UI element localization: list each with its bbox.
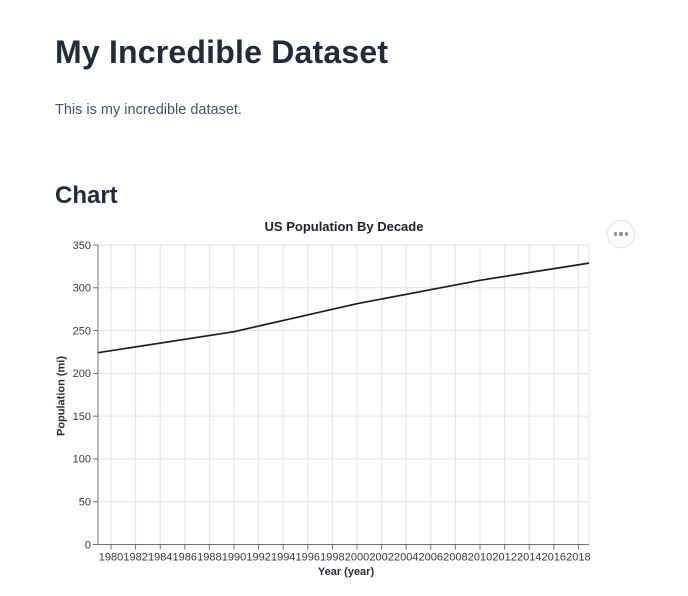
chart-title: US Population By Decade	[265, 219, 424, 234]
x-tick-label: 2002	[369, 552, 393, 564]
x-tick-label: 1994	[271, 552, 295, 564]
y-axis-title: Population (mi)	[56, 356, 68, 436]
ellipsis-icon	[619, 232, 623, 236]
chart-axes	[93, 244, 589, 550]
x-tick-label: 1998	[320, 552, 344, 564]
population-line	[97, 262, 590, 354]
x-tick-label: 2016	[542, 552, 566, 564]
y-tick-label: 250	[73, 325, 91, 337]
page-title: My Incredible Dataset	[55, 34, 389, 71]
chart-menu-button[interactable]	[607, 220, 635, 248]
x-tick-label: 2012	[492, 552, 516, 564]
y-tick-label: 150	[73, 411, 91, 423]
x-tick-label: 1990	[222, 552, 246, 564]
x-tick-label: 1986	[173, 552, 197, 564]
line-chart: 0 50 100 150 200 250 300 350 1980 1982 1984 1986 198…	[56, 219, 591, 578]
x-tick-label: 1984	[148, 552, 172, 564]
intro-text: This is my incredible dataset.	[55, 101, 242, 118]
x-tick-label: 1992	[246, 552, 270, 564]
y-tick-label: 50	[79, 497, 91, 509]
chart-series	[97, 262, 590, 354]
ellipsis-icon	[613, 232, 617, 236]
x-tick-label: 2014	[517, 552, 541, 564]
x-tick-label: 1980	[99, 552, 123, 564]
x-axis-title: Year (year)	[318, 566, 375, 578]
x-tick-label: 2006	[419, 552, 443, 564]
y-tick-label: 200	[73, 368, 91, 380]
x-tick-label: 1982	[123, 552, 147, 564]
x-tick-label: 2004	[394, 552, 418, 564]
y-tick-label: 300	[73, 283, 91, 295]
x-tick-label: 1988	[197, 552, 221, 564]
y-tick-label: 0	[85, 539, 91, 551]
chart-gridlines	[98, 244, 590, 545]
x-tick-label: 1996	[296, 552, 320, 564]
y-tick-label: 350	[73, 240, 91, 252]
x-tick-label: 2018	[566, 552, 590, 564]
x-tick-label: 2008	[443, 552, 467, 564]
x-tick-label: 2000	[345, 552, 369, 564]
section-heading-chart: Chart	[55, 181, 118, 209]
ellipsis-icon	[625, 232, 629, 236]
chart-card: 0 50 100 150 200 250 300 350 1980 1982 1984 1986 198…	[0, 210, 688, 590]
y-tick-label: 100	[73, 454, 91, 466]
chart-tick-labels: 0 50 100 150 200 250 300 350 1980 1982 1984 1986 198…	[73, 240, 591, 564]
x-tick-label: 2010	[468, 552, 492, 564]
